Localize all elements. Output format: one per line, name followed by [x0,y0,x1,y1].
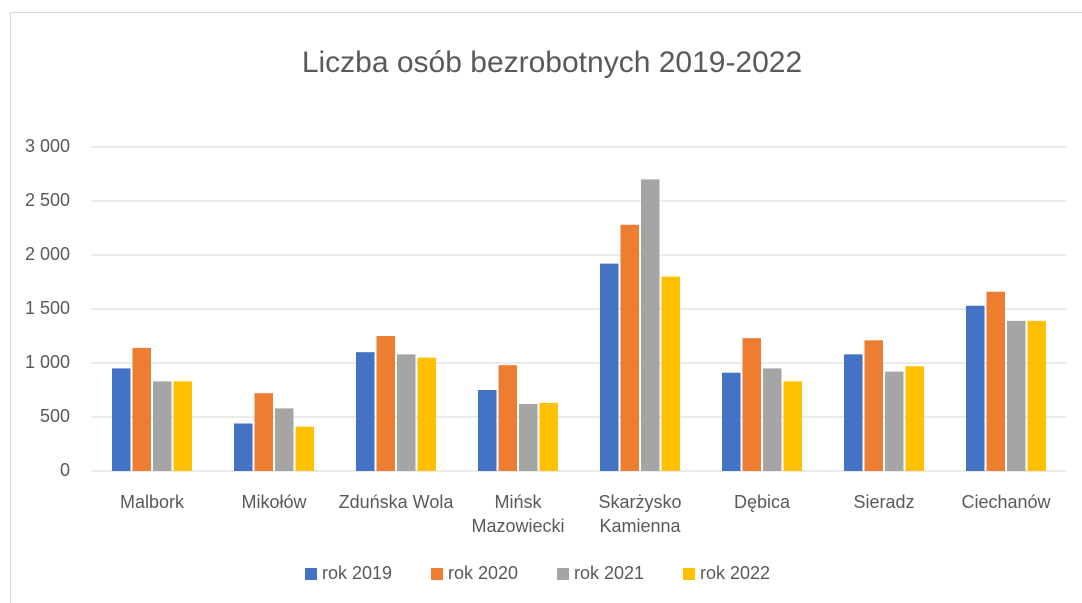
bar [519,404,538,471]
bar [132,347,151,471]
bar [1007,320,1026,471]
y-tick-label: 1 500 [25,298,70,318]
bar [295,426,314,471]
x-tick-label: Ciechanów [961,492,1051,512]
bar [783,381,802,471]
bar [376,336,395,471]
bar [478,390,497,471]
y-tick-label: 3 000 [25,136,70,156]
legend-swatch [431,568,443,580]
bar [153,381,172,471]
x-tick-label: Mikołów [241,492,307,512]
bar [356,352,375,471]
bar [905,366,924,471]
bar [539,402,558,471]
legend-swatch [557,568,569,580]
chart-frame [10,12,1082,603]
bar [661,276,680,471]
y-tick-label: 2 500 [25,190,70,210]
legend-label: rok 2019 [322,563,392,583]
bar [1027,320,1046,471]
bar [641,179,660,471]
y-tick-label: 1 000 [25,352,70,372]
x-tick-label: Dębica [733,492,791,512]
bar [275,408,294,471]
bar [397,354,416,471]
legend-swatch [305,568,317,580]
x-tick-label: Skarżysko Kamienna [598,492,682,536]
bar [763,368,782,471]
legend-label: rok 2022 [700,563,770,583]
bar [254,393,273,471]
bar [885,371,904,471]
x-tick-label: Zduńska Wola [338,492,454,512]
legend-label: rok 2020 [448,563,518,583]
legend-swatch [683,568,695,580]
bar [966,305,985,471]
bar [844,354,863,471]
y-tick-label: 2 000 [25,244,70,264]
bar [173,381,192,471]
bar [742,338,761,471]
bar [986,291,1005,471]
x-tick-label: Malbork [119,492,185,512]
bar [722,372,741,471]
y-tick-label: 500 [40,406,70,426]
y-tick-label: 0 [60,460,70,480]
bar [600,263,619,471]
bar [112,368,131,471]
bar [864,340,883,471]
bar [498,365,517,471]
x-tick-label: Mińsk Mazowiecki [471,492,565,536]
bar [620,224,639,471]
bar [234,423,253,471]
x-tick-label: Sieradz [853,492,915,512]
legend-label: rok 2021 [574,563,644,583]
bar [417,357,436,471]
chart-title: Liczba osób bezrobotnych 2019-2022 [302,46,802,79]
